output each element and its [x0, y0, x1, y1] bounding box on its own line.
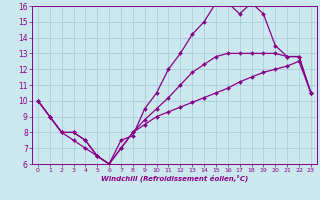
X-axis label: Windchill (Refroidissement éolien,°C): Windchill (Refroidissement éolien,°C)	[101, 175, 248, 182]
